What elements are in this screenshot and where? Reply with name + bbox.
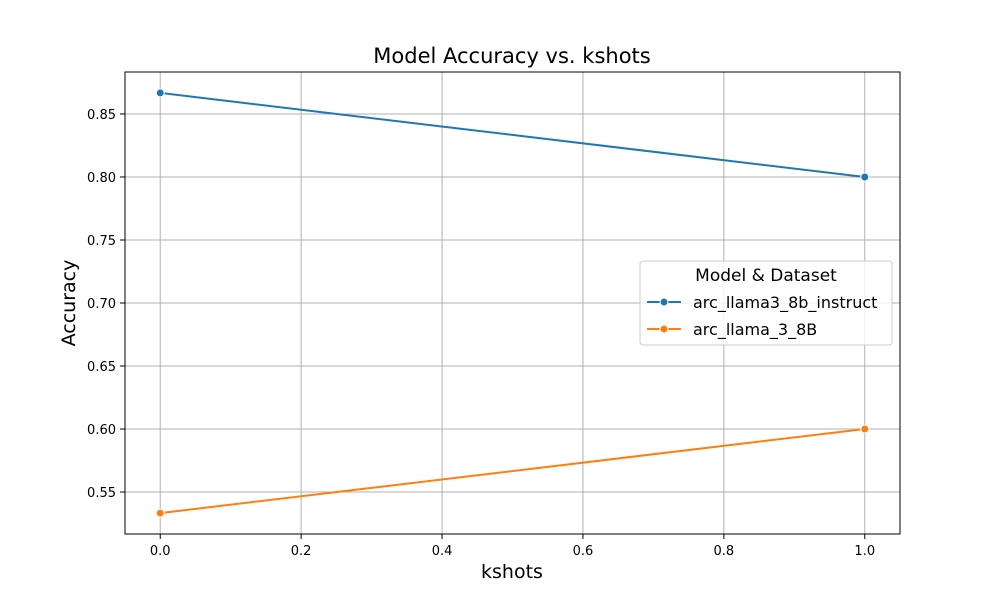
data-point <box>860 424 870 434</box>
legend-swatch-marker <box>659 297 669 307</box>
y-tick-label: 0.75 <box>87 234 116 249</box>
legend: Model & Dataset arc_llama3_8b_instructar… <box>639 260 893 346</box>
series-0 <box>155 88 870 182</box>
y-tick-label: 0.65 <box>87 360 116 375</box>
series-line <box>160 91 865 178</box>
chart-title: Model Accuracy vs. kshots <box>373 44 650 68</box>
legend-box <box>639 260 893 346</box>
legend-title: Model & Dataset <box>695 266 837 286</box>
series-layer <box>155 88 870 518</box>
legend-entry: arc_llama_3_8B <box>647 320 817 340</box>
data-point <box>155 508 165 518</box>
x-tick-label: 0.0 <box>150 544 171 559</box>
series-1 <box>155 424 870 518</box>
y-tick-label: 0.70 <box>87 297 116 312</box>
data-point <box>860 172 870 182</box>
y-tick-label: 0.80 <box>87 171 116 186</box>
legend-swatch-marker <box>659 324 669 334</box>
y-axis-title: Accuracy <box>58 260 80 347</box>
legend-label: arc_llama_3_8B <box>693 320 817 340</box>
x-axis-title: kshots <box>481 561 543 583</box>
x-tick-label: 0.2 <box>291 544 312 559</box>
legend-label: arc_llama3_8b_instruct <box>693 293 877 313</box>
x-tick-label: 0.8 <box>714 544 735 559</box>
y-tick-label: 0.60 <box>87 423 116 438</box>
legend-entry: arc_llama3_8b_instruct <box>647 293 877 313</box>
x-tick-label: 0.4 <box>432 544 453 559</box>
legend-entries: arc_llama3_8b_instruct arc_llama_3_8B <box>647 293 877 340</box>
axis-ticks: 0.0 0.2 0.4 0.6 0.8 1.0 0.55 0.60 0.65 0.70 0.75 0.… <box>87 108 875 559</box>
x-tick-label: 1.0 <box>854 544 875 559</box>
y-tick-label: 0.85 <box>87 108 116 123</box>
y-tick-label: 0.55 <box>87 486 116 501</box>
x-tick-label: 0.6 <box>573 544 594 559</box>
series-line <box>160 428 865 515</box>
data-point <box>155 88 165 98</box>
